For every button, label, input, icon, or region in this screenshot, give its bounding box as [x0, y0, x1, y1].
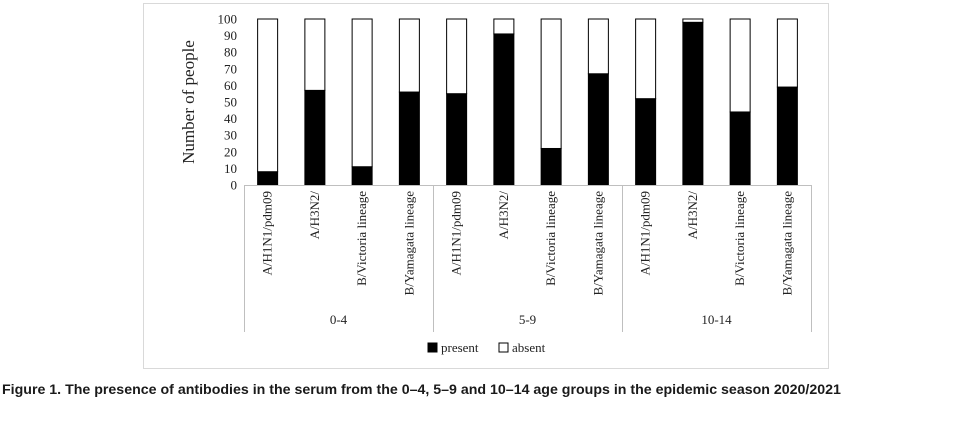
y-tick-label: 60	[224, 78, 237, 93]
bar-absent	[587, 18, 609, 75]
bar-present	[446, 93, 468, 186]
category-label: B/Yamagata lineage	[590, 191, 605, 296]
bar-absent	[351, 18, 373, 168]
bar-present	[682, 21, 704, 186]
bar-present	[540, 147, 562, 186]
bar-present	[635, 98, 657, 186]
bar-absent	[776, 18, 798, 88]
y-tick-label: 90	[224, 28, 237, 43]
category-label: B/Victoria lineage	[732, 191, 747, 286]
legend-label-present: present	[441, 340, 479, 355]
figure-caption: Figure 1. The presence of antibodies in …	[2, 382, 841, 398]
bar-present	[304, 89, 326, 186]
y-axis-label: Number of people	[179, 40, 198, 164]
bar-absent	[540, 18, 562, 149]
bar-present	[398, 91, 420, 186]
bar-absent	[398, 18, 420, 93]
category-label: A/H1N1/pdm09	[638, 191, 653, 276]
bar-absent	[257, 18, 279, 173]
legend-label-absent: absent	[512, 340, 546, 355]
bar-absent	[446, 18, 468, 95]
y-tick-label: 100	[218, 12, 238, 27]
category-label: A/H1N1/pdm09	[449, 191, 464, 276]
category-label: A/H1N1/pdm09	[260, 191, 275, 276]
category-label: A/H3N2/	[307, 191, 322, 240]
chart-frame: 0 10 20 30 40 50 60 70 80 90 100 Number of people A/…	[143, 3, 829, 369]
y-tick-label: 80	[224, 45, 237, 60]
bar-present	[587, 73, 609, 186]
bar-present	[351, 166, 373, 186]
y-tick-label: 70	[224, 61, 237, 76]
category-label: B/Victoria lineage	[543, 191, 558, 286]
bar-absent	[635, 18, 657, 100]
bar-present	[257, 171, 279, 186]
bar-absent	[729, 18, 751, 113]
legend-swatch-absent	[498, 342, 509, 353]
y-tick-label: 0	[231, 178, 238, 193]
y-tick-label: 10	[224, 161, 237, 176]
group-label: 5-9	[519, 312, 536, 327]
group-label: 0-4	[330, 312, 348, 327]
y-tick-label: 20	[224, 144, 237, 159]
y-tick-label: 40	[224, 111, 237, 126]
bar-absent	[304, 18, 326, 91]
y-tick-label: 50	[224, 95, 237, 110]
category-label: A/H3N2/	[496, 191, 511, 240]
bar-absent	[682, 18, 704, 23]
category-label: A/H3N2/	[685, 191, 700, 240]
bar-present	[493, 33, 515, 186]
bar-present	[776, 86, 798, 186]
y-tick-label: 30	[224, 128, 237, 143]
category-label: B/Yamagata lineage	[779, 191, 794, 296]
bar-absent	[493, 18, 515, 35]
legend-swatch-present	[427, 342, 438, 353]
category-label: B/Yamagata lineage	[401, 191, 416, 296]
bar-present	[729, 111, 751, 186]
category-label: B/Victoria lineage	[354, 191, 369, 286]
group-label: 10-14	[701, 312, 732, 327]
